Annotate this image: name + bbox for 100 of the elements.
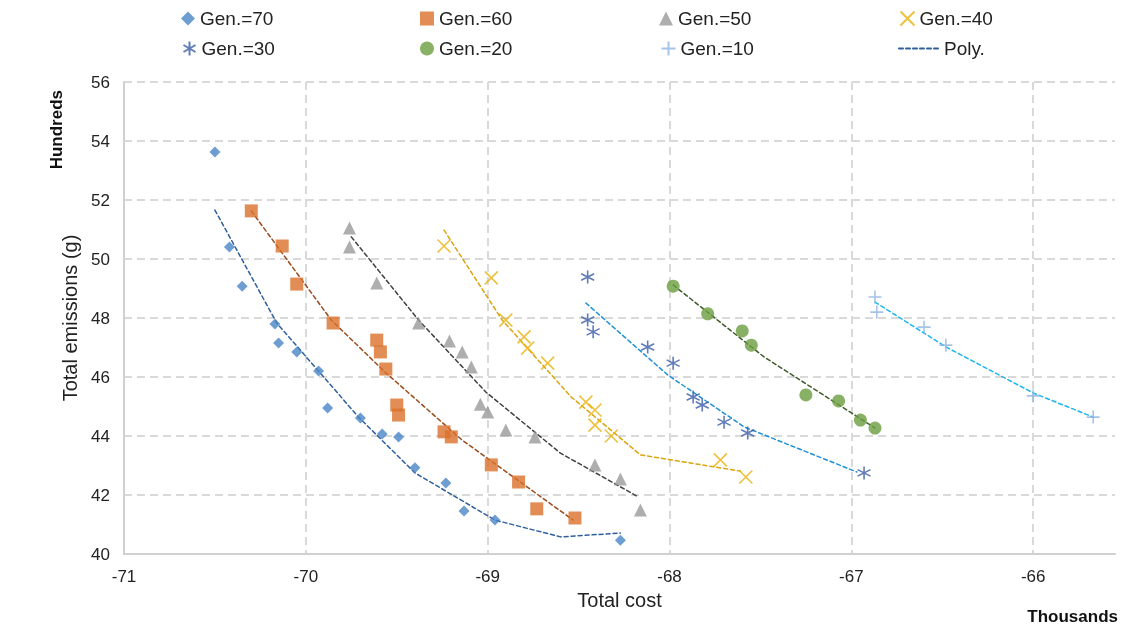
y-tick-label: 52 [91,190,110,210]
point [528,430,542,444]
legend-label: Gen.=70 [200,8,274,29]
point [392,408,406,422]
point [291,346,303,358]
point [273,337,285,349]
point [209,146,221,158]
point [530,502,544,516]
point [585,324,601,340]
point [236,280,248,292]
legend-label: Gen.=40 [919,8,993,29]
point [481,405,495,419]
point [354,412,366,424]
point [713,452,728,468]
point [1025,388,1041,404]
point [516,329,532,345]
point [489,514,501,526]
x-tick-label: -71 [111,567,137,586]
point [464,360,478,374]
legend-label: Poly. [944,38,985,59]
y-tick-label: 42 [91,485,110,505]
point [568,511,582,525]
y-tick-label: 54 [91,131,110,151]
point [578,394,594,410]
point [938,337,954,353]
point [440,477,452,489]
point [588,458,602,472]
point [498,312,514,328]
point [799,388,813,402]
point [853,413,867,427]
point [313,365,325,377]
point [393,431,405,443]
y-axis-title: Total emissions (g) [59,234,82,402]
point [379,362,393,376]
legend-label: Gen.=60 [439,8,513,29]
legend-label: Gen.=10 [680,38,754,59]
point [444,430,458,444]
text: Thousands [1027,607,1118,626]
point [342,240,356,254]
y-tick-label: 48 [91,308,110,328]
point [685,389,701,405]
point [580,312,595,328]
y-tick-label: 40 [91,544,110,564]
point [832,394,846,408]
point [484,270,499,286]
point [520,340,535,356]
point [694,397,710,413]
x-tick-label: -69 [475,567,500,586]
point [640,339,655,355]
point [370,276,384,290]
point [868,421,882,435]
point [856,465,872,481]
point [867,289,883,305]
point [540,355,555,371]
point [701,307,715,321]
point [512,475,526,489]
point [275,239,289,253]
point [735,324,749,338]
point [342,221,356,235]
x-tick-label: -67 [839,567,864,586]
point [484,458,498,472]
point [633,503,647,517]
y-tick-label: 56 [91,72,110,92]
line-series [443,229,742,472]
point [373,345,387,359]
legend-label: Gen.=20 [439,38,513,59]
point [436,238,452,254]
point [269,318,281,330]
x-tick-label: -68 [657,567,682,586]
point [580,269,595,285]
x-tick-label: -66 [1020,567,1046,586]
point [614,534,626,546]
point [326,316,340,330]
point [376,428,388,440]
point [458,505,470,517]
legend-label: Gen.=50 [678,8,752,29]
point [744,338,758,352]
point [473,397,487,411]
point [244,204,258,218]
point [223,241,235,253]
point [412,316,426,330]
text: Hundreds [47,90,66,170]
point [613,472,627,486]
point [869,304,885,320]
point [604,428,619,444]
point [499,423,513,437]
legend-label: Gen.=30 [201,38,275,59]
x-axis-title: Total cost [577,588,663,611]
point [916,319,932,335]
point [409,462,421,474]
point [740,425,755,441]
x-tick-label: -70 [293,567,319,586]
point [455,345,469,359]
point [738,469,754,485]
point [665,355,681,371]
y-tick-label: 50 [91,249,110,269]
point [716,414,732,430]
point [1085,409,1101,425]
point [442,334,456,348]
line-series [585,302,858,473]
